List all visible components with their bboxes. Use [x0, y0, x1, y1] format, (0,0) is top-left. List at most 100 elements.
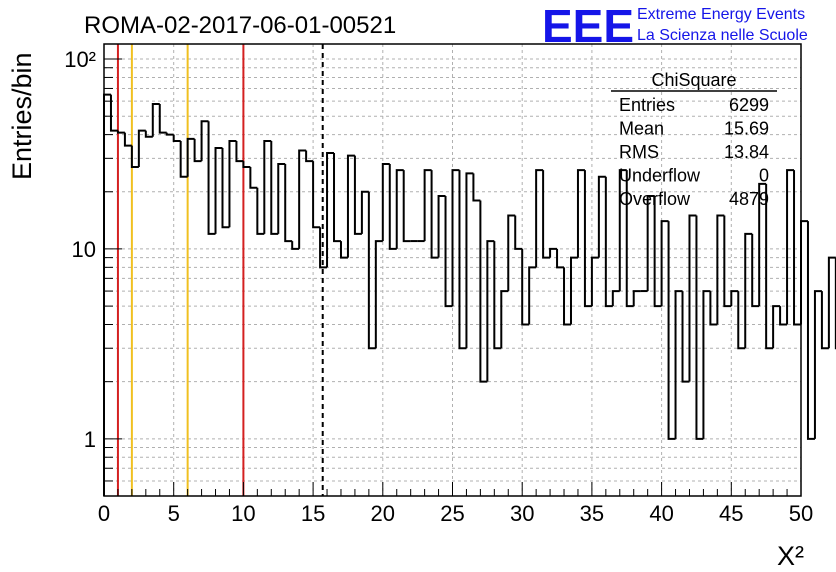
histogram-bin [681, 291, 690, 383]
histogram-bin [186, 137, 195, 177]
histogram-bin [381, 163, 390, 242]
histogram-bin [360, 190, 369, 234]
histogram-bin [737, 291, 746, 350]
chart-title: ROMA-02-2017-06-01-00521 [84, 12, 396, 39]
histogram-bin [472, 173, 481, 202]
histogram-bin [270, 141, 279, 235]
eee-logo-line1: Extreme Energy Events [637, 6, 805, 23]
histogram-bin [214, 147, 223, 234]
histogram-bin [597, 175, 606, 258]
y-tick-label: 10 [72, 237, 96, 262]
histogram-bin [451, 169, 460, 307]
x-axis-label: X² [777, 541, 804, 571]
histogram-bin [423, 169, 432, 242]
histogram-bin [103, 93, 111, 496]
histogram-bin [116, 130, 125, 134]
x-tick-label: 20 [371, 501, 395, 526]
histogram-bin [430, 170, 439, 259]
histogram-bin [521, 248, 530, 326]
histogram-bin [333, 153, 341, 243]
histogram-bin [674, 290, 683, 439]
histogram-bin [458, 170, 467, 350]
histogram-bin [549, 247, 558, 258]
histogram-bin [221, 148, 230, 229]
stats-value: 15.69 [724, 119, 769, 139]
histogram-bin [465, 172, 474, 349]
histogram-bin [618, 169, 627, 292]
histogram-bin [319, 227, 328, 269]
histogram-bin [625, 170, 634, 308]
histogram-bin [130, 145, 139, 169]
stats-value: 0 [759, 166, 769, 186]
histogram-bin [249, 167, 258, 189]
histogram-bin [228, 140, 237, 228]
histogram-bin [200, 120, 209, 162]
histogram-bin [730, 290, 739, 307]
stats-value: 4879 [729, 189, 769, 209]
histogram-bin [542, 170, 551, 259]
x-tick-label: 50 [789, 501, 813, 526]
histogram-bin [688, 214, 697, 382]
stats-label: Underflow [619, 166, 701, 186]
histogram-bin [263, 140, 272, 234]
eee-logo: EEE Extreme Energy Events La Scienza nel… [542, 0, 808, 52]
histogram-bin [486, 240, 495, 382]
histogram-bin [291, 241, 300, 250]
histogram-bin [653, 196, 662, 308]
stats-value: 13.84 [724, 142, 769, 162]
histogram-bin [346, 154, 355, 258]
histogram-bin [563, 267, 571, 326]
histogram-bin [388, 164, 397, 250]
y-tick-label: 10² [64, 47, 96, 72]
histogram-bin [716, 214, 725, 325]
histogram-bin [569, 256, 578, 325]
histogram-bin [765, 183, 774, 350]
y-axis-label: Entries/bin [7, 52, 37, 180]
stats-value: 6299 [729, 95, 769, 115]
histogram-bin [374, 240, 383, 349]
histogram-bin [820, 291, 829, 350]
histogram-bin [277, 163, 286, 234]
histogram-bin [507, 214, 516, 292]
histogram-bin [800, 220, 808, 325]
histogram-bin [556, 248, 565, 269]
histogram-bin [242, 161, 251, 169]
stats-box: ChiSquare Entries 6299 Mean 15.69 RMS 13.84 Un… [611, 70, 777, 209]
histogram-bin [646, 195, 655, 292]
histogram-bin [535, 169, 544, 268]
x-tick-label: 0 [98, 501, 110, 526]
histogram-bin [695, 215, 704, 440]
x-tick-label: 30 [510, 501, 534, 526]
histogram-bin [298, 149, 307, 249]
histogram-bin [179, 141, 188, 178]
histogram-bin [758, 182, 767, 307]
histogram-bin [256, 187, 265, 235]
histogram-bin [444, 196, 453, 308]
stats-label: Mean [619, 119, 664, 139]
x-tick-label: 25 [440, 501, 464, 526]
stats-box-title: ChiSquare [651, 70, 736, 90]
histogram-bin [528, 266, 537, 325]
x-tick-label: 45 [719, 501, 743, 526]
histogram-bin [514, 215, 523, 250]
axis-ticks [103, 58, 802, 497]
histogram-bin [709, 291, 718, 326]
histogram-bin [312, 161, 321, 229]
x-tick-labels: 0 5 10 15 20 25 30 35 40 45 50 [98, 501, 813, 526]
reference-lines [116, 44, 324, 496]
histogram-bin [339, 241, 348, 259]
histogram-bin [583, 170, 592, 308]
histogram-bin [151, 102, 160, 137]
histogram-bin [172, 134, 181, 143]
histogram-bin [353, 155, 362, 235]
histogram-bin [772, 305, 781, 349]
eee-logo-line2: La Scienza nelle Scuole [637, 27, 808, 44]
histogram-bin [137, 129, 146, 168]
histogram-bin [437, 195, 446, 258]
histogram-bin [326, 152, 335, 268]
x-tick-label: 10 [231, 501, 255, 526]
histogram-bin [576, 169, 585, 258]
x-tick-label: 35 [580, 501, 604, 526]
histogram-bin [590, 256, 599, 307]
histogram-bin [305, 150, 314, 163]
